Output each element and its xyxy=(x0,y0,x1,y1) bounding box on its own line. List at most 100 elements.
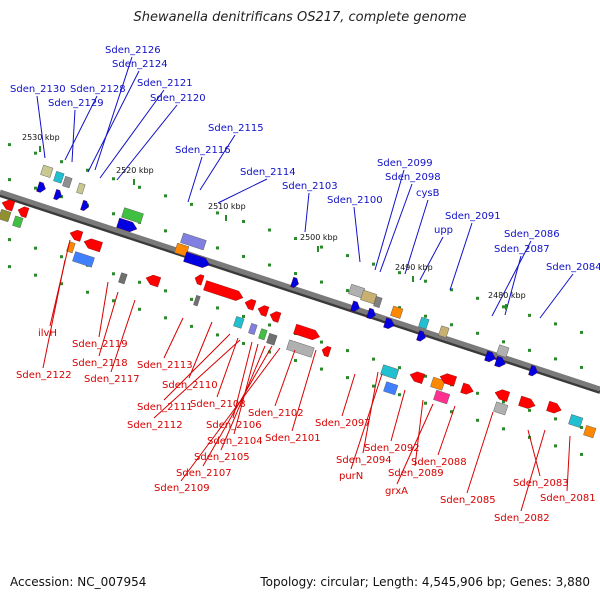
gene-arrow-right xyxy=(460,382,474,395)
gene-label-bottom[interactable]: Sden_2104 xyxy=(207,436,263,447)
track-dot xyxy=(294,272,297,276)
gene-label-bottom[interactable]: Sden_2105 xyxy=(194,452,250,463)
track-dot xyxy=(398,366,401,370)
track-dot xyxy=(190,297,193,301)
gene-box xyxy=(76,182,86,195)
gene-label-bottom[interactable]: Sden_2089 xyxy=(388,468,444,479)
gene-label-bottom[interactable]: Sden_2088 xyxy=(411,457,467,468)
gene-box xyxy=(568,414,584,428)
track-dot xyxy=(320,245,323,249)
track-dot xyxy=(450,410,453,414)
gene-feature xyxy=(145,274,162,288)
gene-label-top[interactable]: upp xyxy=(434,225,453,236)
gene-feature xyxy=(183,251,210,268)
gene-box xyxy=(233,316,245,329)
gene-arrow-right xyxy=(528,365,538,377)
gene-arrow-right xyxy=(36,181,46,193)
gene-label-bottom[interactable]: Sden_2092 xyxy=(364,443,420,454)
gene-feature xyxy=(546,400,562,414)
ruler-label: 2480 kbp xyxy=(488,291,526,300)
gene-label-top[interactable]: Sden_2121 xyxy=(137,78,193,89)
gene-arrow-right xyxy=(350,300,360,312)
gene-label-bottom[interactable]: Sden_2108 xyxy=(190,399,246,410)
track-dot xyxy=(424,314,427,318)
gene-label-bottom[interactable]: Sden_2094 xyxy=(336,455,392,466)
gene-label-top[interactable]: Sden_2084 xyxy=(546,262,600,273)
gene-features xyxy=(0,164,597,439)
gene-label-top[interactable]: Sden_2098 xyxy=(385,172,441,183)
gene-label-bottom[interactable]: Sden_2107 xyxy=(176,468,232,479)
gene-label-top[interactable]: Sden_2086 xyxy=(504,229,560,240)
gene-label-bottom[interactable]: Sden_2118 xyxy=(72,358,128,369)
gene-label-bottom[interactable]: purN xyxy=(339,471,363,482)
gene-label-bottom[interactable]: Sden_2083 xyxy=(513,478,569,489)
gene-label-bottom[interactable]: Sden_2097 xyxy=(315,418,371,429)
gene-arrow-right xyxy=(80,199,89,211)
gene-label-top[interactable]: Sden_2124 xyxy=(112,59,168,70)
track-dot xyxy=(320,280,323,284)
gene-feature xyxy=(366,307,376,319)
gene-label-top[interactable]: Sden_2116 xyxy=(175,145,231,156)
gene-box xyxy=(433,389,451,405)
gene-label-bottom[interactable]: Sden_2106 xyxy=(206,420,262,431)
gene-feature xyxy=(80,199,89,211)
gene-arrow-right xyxy=(383,317,395,329)
gene-box xyxy=(174,242,190,257)
track-dot xyxy=(138,185,141,189)
gene-label-top[interactable]: Sden_2128 xyxy=(70,84,126,95)
gene-box xyxy=(0,208,12,223)
gene-label-top[interactable]: Sden_2091 xyxy=(445,211,501,222)
gene-label-bottom[interactable]: Sden_2109 xyxy=(154,483,210,494)
track-dot xyxy=(216,306,219,310)
gene-label-top[interactable]: Sden_2114 xyxy=(240,167,296,178)
track-dot xyxy=(580,425,583,429)
gene-label-bottom[interactable]: Sden_2119 xyxy=(72,339,128,350)
gene-label-top[interactable]: Sden_2115 xyxy=(208,123,264,134)
leader-line-bottom xyxy=(291,349,317,432)
gene-label-top[interactable]: Sden_2087 xyxy=(494,244,550,255)
gene-label-bottom[interactable]: Sden_2122 xyxy=(16,370,72,381)
gene-label-bottom[interactable]: Sden_2082 xyxy=(494,513,550,524)
gene-label-bottom[interactable]: Sden_2117 xyxy=(84,374,140,385)
gene-label-bottom[interactable]: Sden_2085 xyxy=(440,495,496,506)
gene-label-bottom[interactable]: Sden_2113 xyxy=(137,360,193,371)
track-dot xyxy=(528,408,531,412)
gene-label-bottom[interactable]: Sden_2081 xyxy=(540,493,596,504)
track-dot xyxy=(34,273,37,277)
gene-label-top[interactable]: cysB xyxy=(416,188,440,199)
gene-label-top[interactable]: Sden_2103 xyxy=(282,181,338,192)
gene-label-top[interactable]: Sden_2100 xyxy=(327,195,383,206)
gene-feature xyxy=(416,330,426,342)
leader-line-bottom xyxy=(42,259,66,369)
track-dot xyxy=(372,262,375,266)
gene-label-bottom[interactable]: Sden_2112 xyxy=(127,420,183,431)
track-dot xyxy=(554,417,557,421)
gene-feature xyxy=(203,280,244,301)
gene-label-top[interactable]: Sden_2126 xyxy=(105,45,161,56)
track-dot xyxy=(580,452,583,456)
gene-label-bottom[interactable]: Sden_2102 xyxy=(248,408,304,419)
gene-label-bottom[interactable]: Sden_2110 xyxy=(162,380,218,391)
gene-feature xyxy=(383,317,395,329)
leader-line-top xyxy=(504,255,522,316)
gene-label-top[interactable]: Sden_2120 xyxy=(150,93,206,104)
gene-label-bottom[interactable]: Sden_2111 xyxy=(137,402,193,413)
gene-feature xyxy=(494,389,511,402)
track-dot xyxy=(138,307,141,311)
leader-line-bottom xyxy=(520,429,546,512)
leader-line-top xyxy=(87,70,140,173)
gene-box xyxy=(583,425,597,439)
track-dot xyxy=(190,202,193,206)
track-dot xyxy=(268,350,271,354)
gene-label-top[interactable]: Sden_2129 xyxy=(48,98,104,109)
gene-label-bottom[interactable]: Sden_2101 xyxy=(265,433,321,444)
gene-feature xyxy=(380,364,400,380)
track-dot xyxy=(398,271,401,275)
gene-feature xyxy=(1,199,16,212)
leader-line-top xyxy=(187,156,203,203)
gene-label-bottom[interactable]: ilvH xyxy=(38,328,57,339)
gene-label-top[interactable]: Sden_2130 xyxy=(10,84,66,95)
track-dot xyxy=(164,229,167,233)
gene-label-bottom[interactable]: grxA xyxy=(385,486,408,497)
gene-label-top[interactable]: Sden_2099 xyxy=(377,158,433,169)
